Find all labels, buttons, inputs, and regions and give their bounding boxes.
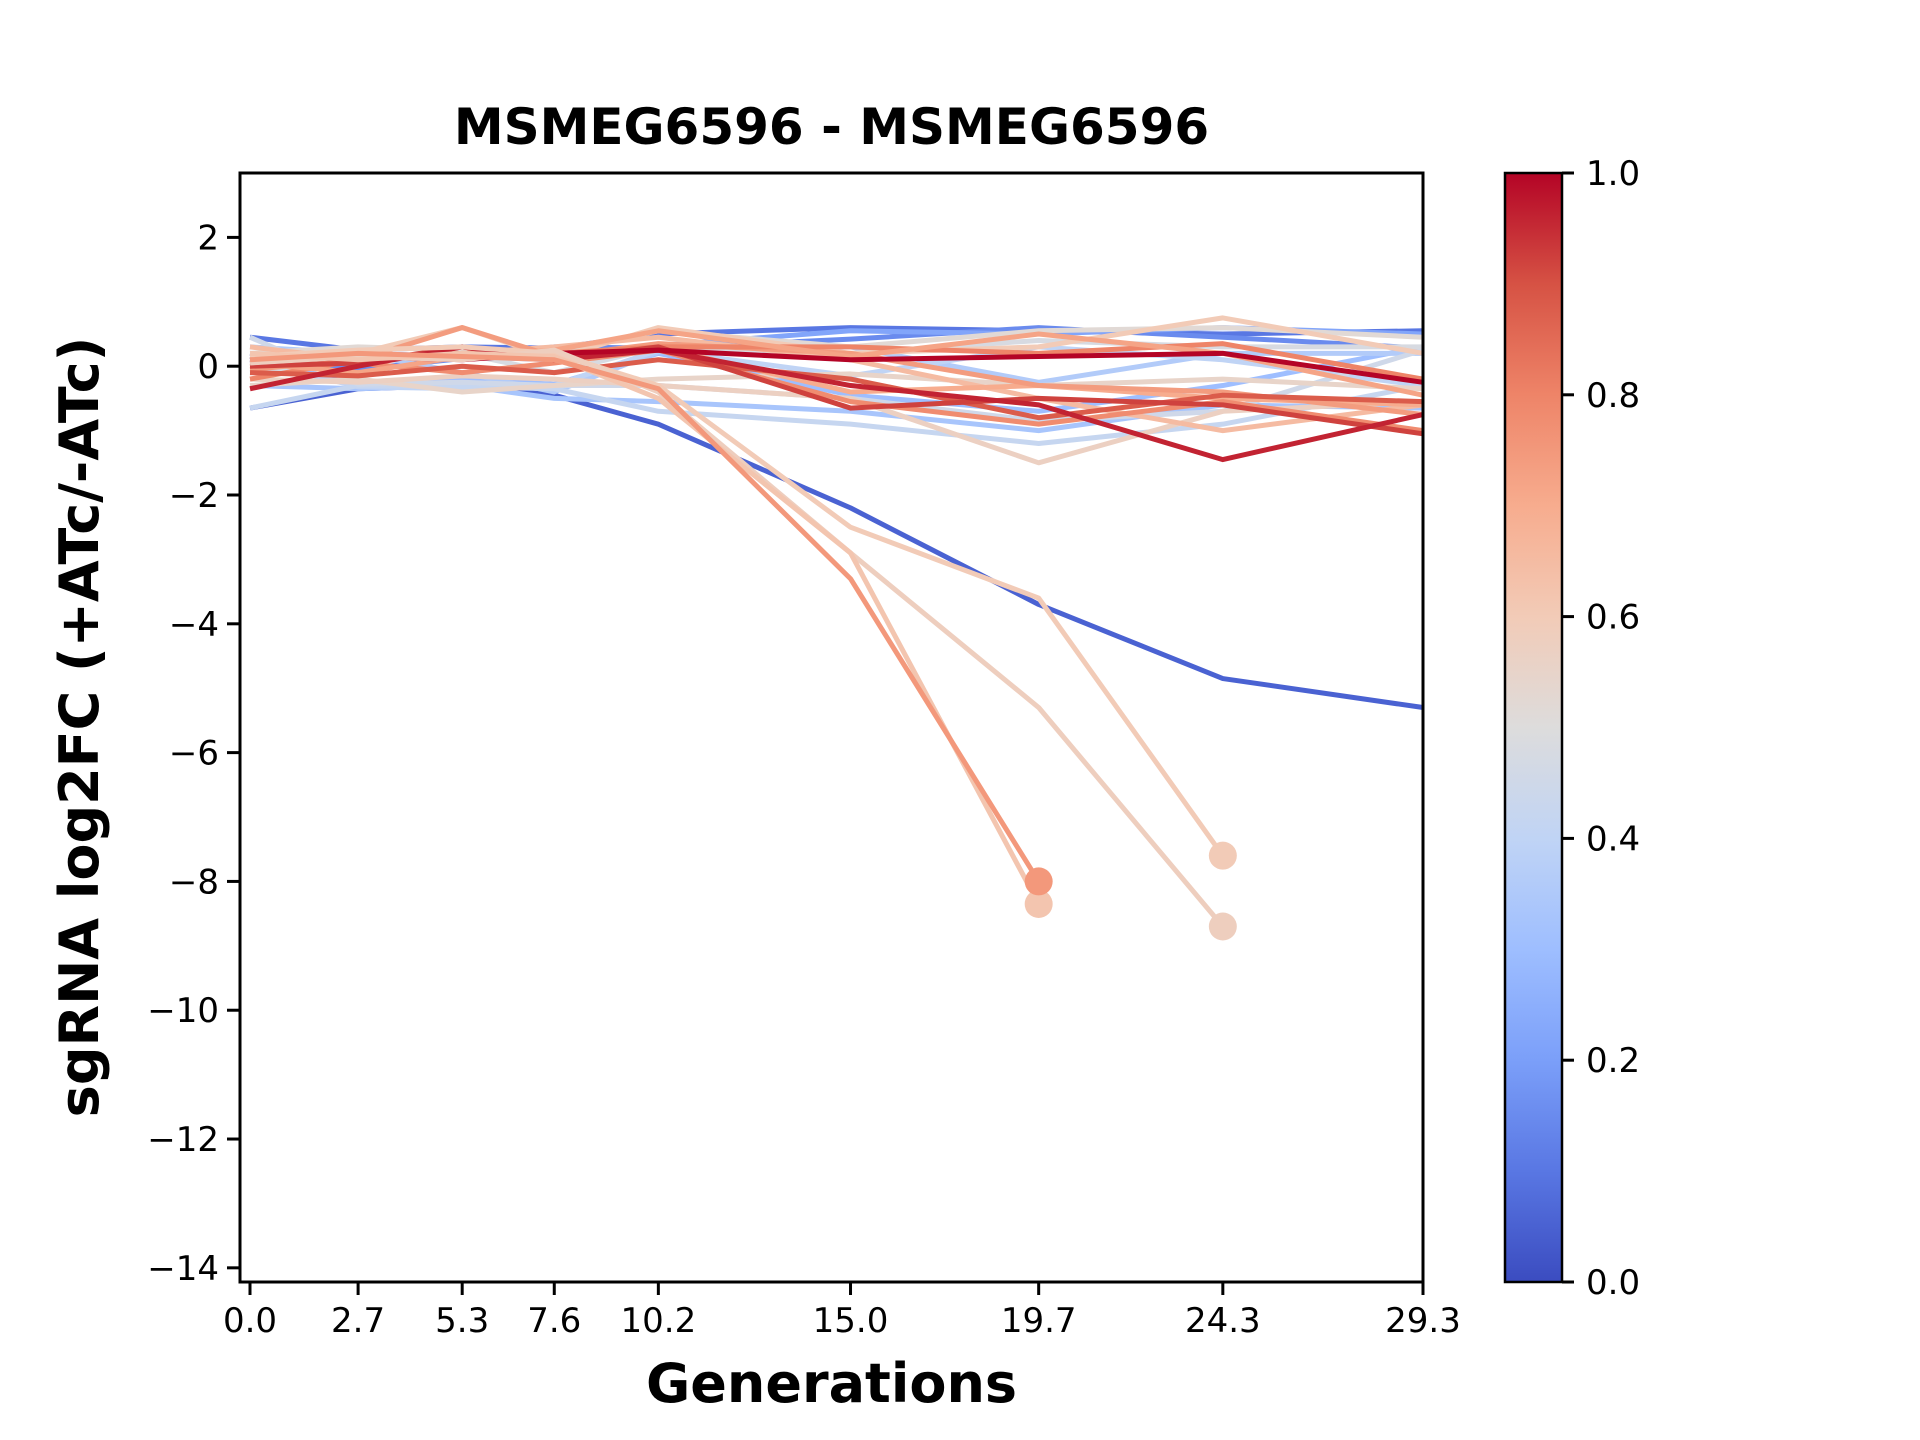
colorbar: 1.0 0.8 0.6 0.4 0.2 0.0 [1503,154,1640,1303]
x-tick-label: 2.7 [331,1301,385,1341]
x-tick-label: 29.3 [1385,1301,1461,1341]
colorbar-tick-label: 0.8 [1586,376,1640,416]
y-tick-label: 2 [197,218,219,258]
y-tick-label: −8 [169,862,219,902]
series-line [249,383,1424,711]
series-lines [249,315,1424,941]
y-tick-label: −6 [169,734,219,774]
series-line [249,347,1225,929]
colorbar-tick-label: 0.0 [1586,1263,1640,1303]
x-tick-label: 24.3 [1185,1301,1261,1341]
x-tick-label: 19.7 [1001,1301,1077,1341]
series-line [249,371,1424,395]
series-end-marker [1024,867,1053,896]
colorbar-outline [1503,171,1564,1284]
x-tick-label: 7.6 [527,1301,581,1341]
series-line [249,350,1041,906]
colorbar-tick-label: 1.0 [1586,154,1640,194]
series-end-marker [1208,912,1237,941]
colorbar-tick-label: 0.6 [1586,598,1640,638]
y-tick-label: −12 [147,1120,219,1160]
y-tick-label: −2 [169,476,219,516]
x-tick-label: 15.0 [813,1301,889,1341]
y-axis-ticks: 2 0 −2 −4 −6 −8 −10 −12 −14 [147,218,240,1289]
colorbar-tick-label: 0.2 [1586,1041,1640,1081]
x-tick-label: 0.0 [223,1301,277,1341]
colorbar-gradient [1505,173,1562,1282]
series-line [249,350,1041,883]
y-axis-label: sgRNA log2FC (+ATc/-ATc) [48,336,111,1118]
series-line [249,328,1424,398]
series-line [249,315,1424,363]
x-axis-ticks: 0.0 2.7 5.3 7.6 10.2 15.0 19.7 24.3 29.3 [223,1282,1461,1341]
y-tick-label: −4 [169,605,219,645]
x-tick-label: 10.2 [621,1301,697,1341]
y-tick-label: −14 [147,1249,219,1289]
y-tick-label: 0 [197,347,219,387]
plot-title: MSMEG6596 - MSMEG6596 [453,98,1210,156]
series-end-marker [1024,889,1053,918]
x-tick-label: 5.3 [435,1301,489,1341]
colorbar-tick-label: 0.4 [1586,819,1640,859]
series-end-marker [1208,841,1237,870]
y-tick-label: −10 [147,991,219,1031]
x-axis-label: Generations [645,1352,1018,1415]
axes-frame [238,171,1425,1284]
